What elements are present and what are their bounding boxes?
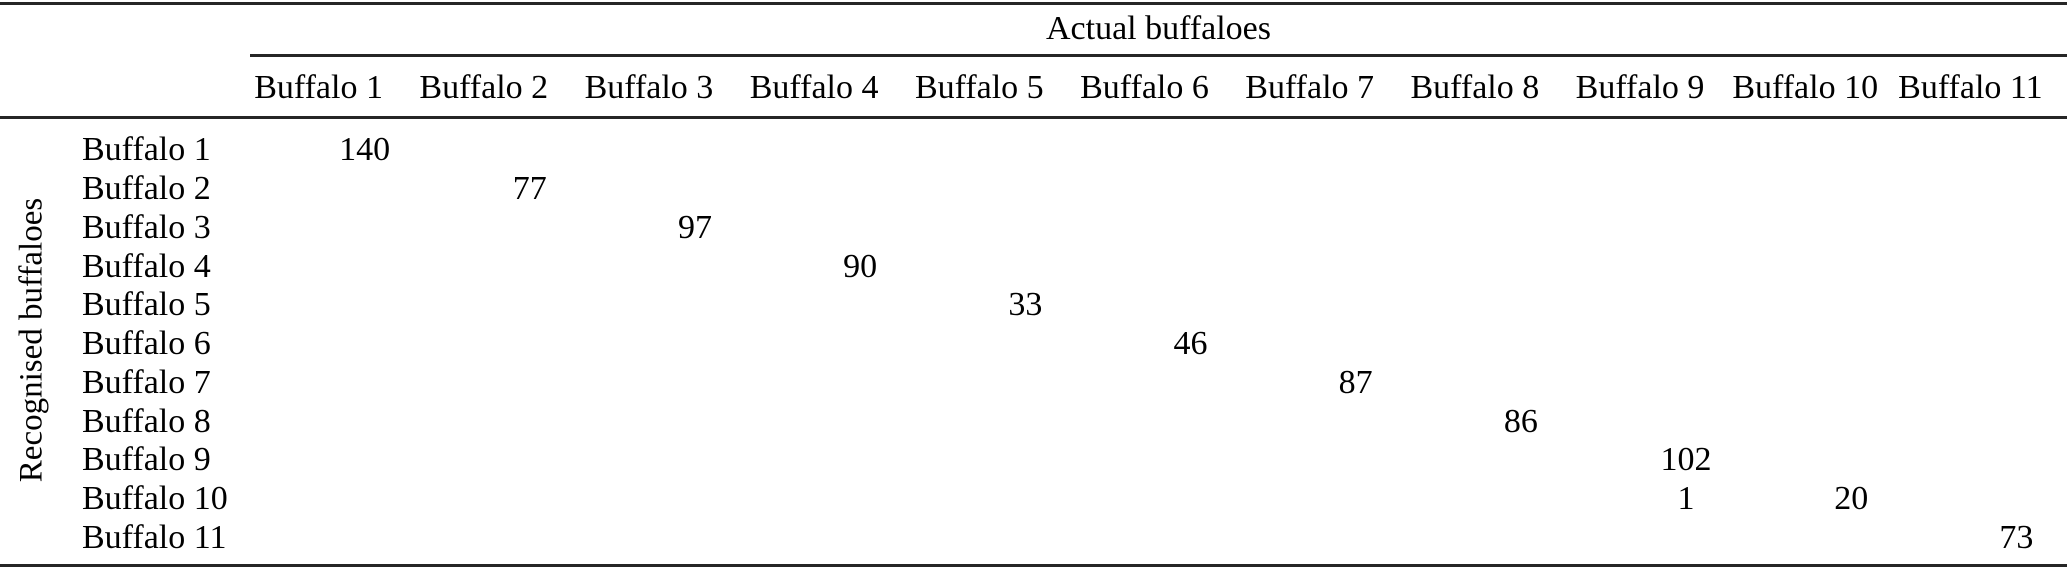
matrix-cell: 87 — [1338, 363, 1373, 401]
bottom-rule — [0, 564, 2067, 567]
matrix-cell: 46 — [1173, 325, 1208, 363]
row-label: Buffalo 2 — [82, 170, 211, 208]
matrix-cell: 73 — [1999, 518, 2034, 556]
row-label: Buffalo 4 — [82, 247, 211, 285]
table-row: Buffalo 11 73 — [0, 518, 2067, 557]
table-row: Buffalo 7 87 — [0, 363, 2067, 402]
column-group-header: Actual buffaloes — [250, 7, 2067, 51]
row-label: Buffalo 7 — [82, 363, 211, 401]
table-row: Buffalo 3 97 — [0, 208, 2067, 247]
table-row: Buffalo 5 33 — [0, 286, 2067, 325]
header-rule — [0, 116, 2067, 119]
matrix-cell: 90 — [843, 247, 878, 285]
top-rule — [0, 2, 2067, 5]
matrix-cell: 140 — [339, 131, 391, 169]
matrix-cell: 97 — [677, 208, 712, 246]
table-row: Buffalo 2 77 — [0, 170, 2067, 209]
column-header: Buffalo 4 — [749, 69, 879, 106]
table-row: Buffalo 6 46 — [0, 325, 2067, 364]
matrix-cell: 77 — [512, 170, 547, 208]
column-header: Buffalo 2 — [419, 69, 549, 106]
header-row: Buffalo 1 Buffalo 2 Buffalo 3 Buffalo 4 Buff… — [0, 64, 2067, 112]
column-header: Buffalo 9 — [1575, 69, 1705, 106]
table-row: Buffalo 10 1 20 — [0, 480, 2067, 519]
matrix-cell: 20 — [1834, 479, 1869, 517]
row-label: Buffalo 10 — [82, 479, 228, 517]
column-header: Buffalo 5 — [914, 69, 1044, 106]
matrix-cell: 102 — [1660, 441, 1712, 479]
column-header: Buffalo 7 — [1245, 69, 1375, 106]
column-header: Buffalo 11 — [1898, 69, 2043, 106]
row-label: Buffalo 1 — [82, 131, 211, 169]
column-header: Buffalo 3 — [584, 69, 714, 106]
column-group-rule — [250, 54, 2067, 57]
table-row: Buffalo 8 86 — [0, 402, 2067, 441]
row-label: Buffalo 9 — [82, 441, 211, 479]
table-row: Buffalo 1 140 — [0, 131, 2067, 170]
column-header: Buffalo 10 — [1732, 69, 1879, 106]
table-row: Buffalo 9 102 — [0, 441, 2067, 480]
row-label: Buffalo 5 — [82, 286, 211, 324]
row-label: Buffalo 6 — [82, 325, 211, 363]
matrix-cell: 86 — [1503, 402, 1538, 440]
column-group-label: Actual buffaloes — [1045, 10, 1272, 47]
row-label: Buffalo 8 — [82, 402, 211, 440]
matrix-cell: 1 — [1677, 479, 1695, 517]
column-header: Buffalo 6 — [1080, 69, 1209, 106]
table-row: Buffalo 4 90 — [0, 247, 2067, 286]
column-header: Buffalo 1 — [254, 69, 383, 106]
row-label: Buffalo 11 — [82, 518, 227, 556]
matrix-body: Buffalo 1 140 Buffalo 2 77 Buffalo 3 97 Buffal… — [0, 131, 2067, 557]
column-header: Buffalo 8 — [1410, 69, 1540, 106]
row-label: Buffalo 3 — [82, 208, 211, 246]
matrix-cell: 33 — [1008, 286, 1043, 324]
